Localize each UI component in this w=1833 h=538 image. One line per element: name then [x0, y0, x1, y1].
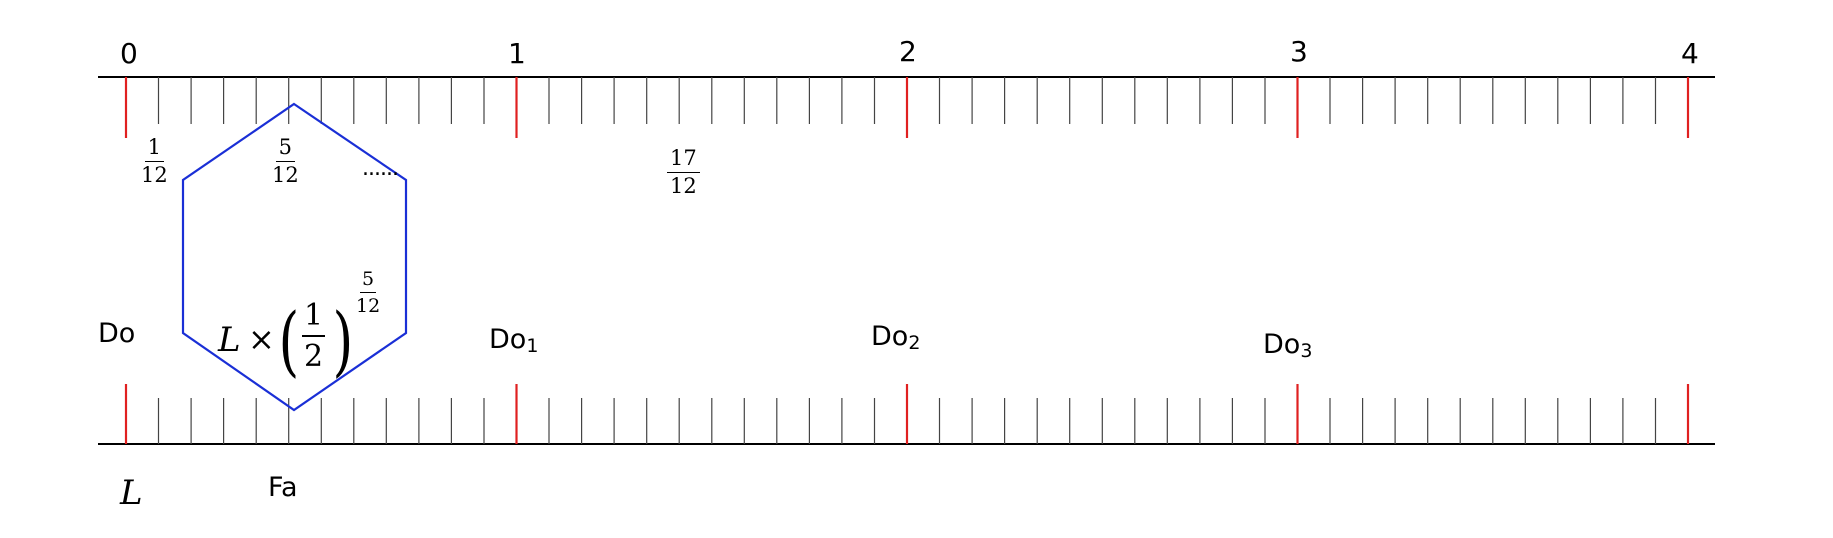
formula-base: L: [218, 320, 241, 360]
formula-exp-denominator: 12: [356, 295, 381, 317]
scale-label-3: 3: [1290, 35, 1308, 68]
fraction-denominator: 12: [670, 174, 697, 198]
formula-paren-close: ): [332, 296, 354, 385]
note-label-do: Do: [98, 318, 136, 349]
note-label-fa: Fa: [268, 472, 298, 503]
formula-exp-numerator: 5: [360, 268, 377, 293]
fraction-denominator: 12: [272, 163, 299, 187]
fraction-5-12: 5 12: [272, 137, 299, 186]
ellipsis: ......: [362, 156, 399, 181]
formula-half-denominator: 2: [304, 339, 324, 374]
hexagon-shape: [181, 102, 408, 412]
note-do2-subscript: 2: [908, 332, 921, 354]
formula-exponent: 5 12: [356, 268, 380, 317]
scale-label-2: 2: [899, 35, 917, 68]
note-label-do1: Do1: [489, 326, 538, 356]
top-ticks: [124, 77, 1690, 138]
note-do3-base: Do: [1263, 329, 1301, 360]
note-do3-subscript: 3: [1300, 340, 1313, 362]
fraction-numerator: 17: [667, 148, 700, 173]
fraction-17-12: 17 12: [667, 148, 700, 197]
fraction-numerator: 1: [144, 137, 165, 162]
scale-label-1: 1: [508, 37, 526, 70]
formula-times: ×: [248, 320, 275, 358]
scale-label-0: 0: [120, 37, 138, 70]
formula-half: 1 2: [302, 298, 326, 374]
fraction-1-12: 1 12: [141, 137, 168, 186]
bottom-ticks: [124, 384, 1690, 444]
note-do1-subscript: 1: [526, 335, 539, 357]
scale-label-4: 4: [1681, 37, 1699, 70]
note-label-do2: Do2: [871, 323, 920, 353]
fraction-numerator: 5: [275, 137, 296, 162]
note-label-do3: Do3: [1263, 331, 1312, 361]
fraction-denominator: 12: [141, 163, 168, 187]
formula-half-numerator: 1: [302, 298, 326, 337]
formula-paren-open: (: [278, 296, 300, 385]
base-length-label: L: [120, 473, 143, 513]
note-do2-base: Do: [871, 321, 909, 352]
note-do1-base: Do: [489, 324, 527, 355]
